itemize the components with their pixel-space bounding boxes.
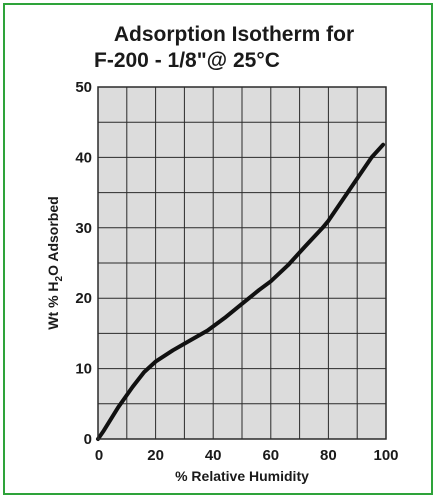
y-axis-label-subscript: 2 xyxy=(54,275,65,281)
x-tick-label: 40 xyxy=(205,447,222,464)
isotherm-curve xyxy=(96,142,386,441)
x-tick-label: 100 xyxy=(373,447,398,464)
y-tick-label: 30 xyxy=(75,220,92,237)
y-axis-label-suffix: O Adsorbed xyxy=(45,196,61,276)
plot-border xyxy=(97,86,387,440)
chart-title-line-2: F-200 - 1/8"@ 25°C xyxy=(94,49,280,72)
x-tick-label: 0 xyxy=(95,447,103,464)
y-tick-label: 50 xyxy=(75,79,92,96)
y-axis-label: Wt % H2O Adsorbed xyxy=(45,196,65,329)
x-tick-label: 20 xyxy=(147,447,164,464)
x-tick-label: 60 xyxy=(262,447,279,464)
axis-ticks: 0 20 40 60 80 100 0 10 20 30 40 50 xyxy=(75,79,398,464)
y-tick-label: 0 xyxy=(84,431,92,448)
y-tick-label: 20 xyxy=(75,290,92,307)
x-tick-label: 80 xyxy=(320,447,337,464)
y-tick-label: 40 xyxy=(75,149,92,166)
y-axis-label-prefix: Wt % H xyxy=(45,281,61,329)
chart-title-line-1: Adsorption Isotherm for xyxy=(114,23,354,46)
x-axis-label: % Relative Humidity xyxy=(175,468,309,484)
y-tick-label: 10 xyxy=(75,361,92,378)
